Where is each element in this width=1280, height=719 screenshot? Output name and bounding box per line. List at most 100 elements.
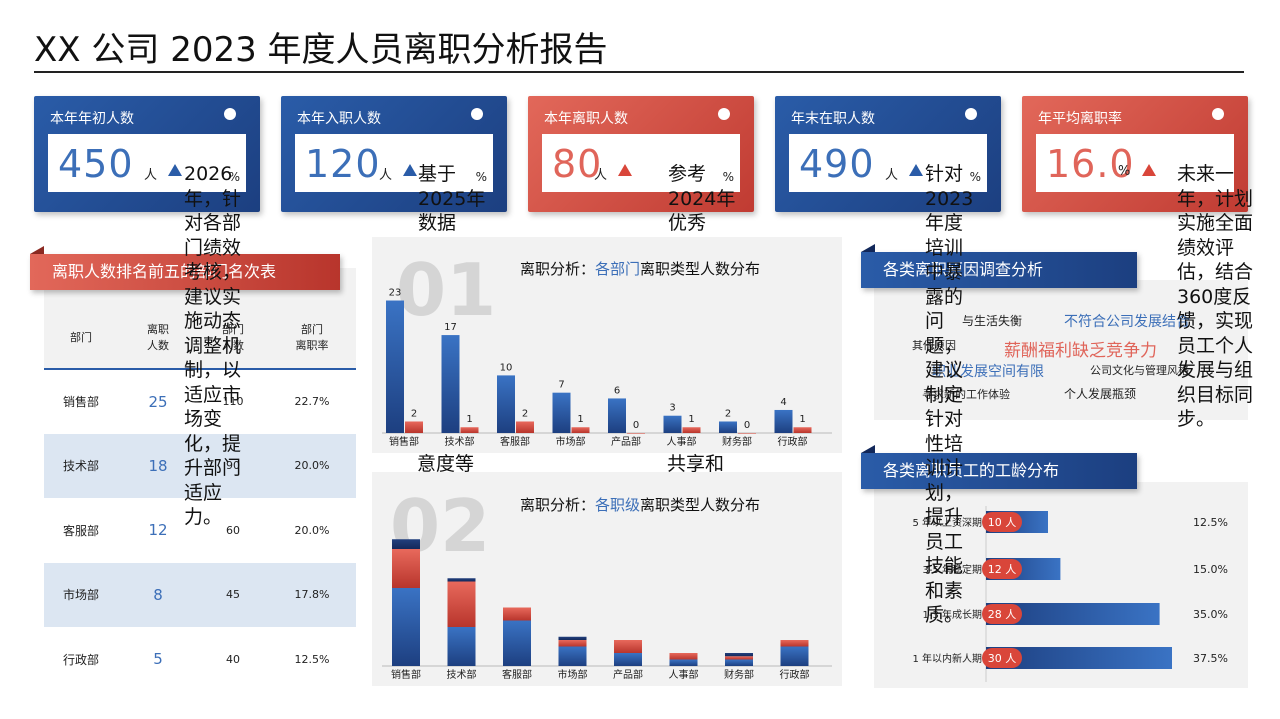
- data-label: 3: [669, 403, 675, 414]
- y-tick-label: 5 年以上资深期: [912, 516, 982, 529]
- reasons-panel: [874, 280, 1248, 420]
- x-tick-label: 技术部: [447, 668, 477, 681]
- table-cell: 12: [118, 498, 198, 563]
- kpi-label: 年末在职人数: [791, 111, 875, 127]
- table-cell: 60: [198, 498, 268, 563]
- kpi-note: 2026年，针对各部门绩效考核，建议实施动态调整机制，以适应市场变化，提升部门适…: [184, 163, 242, 528]
- x-tick-label: 销售部: [389, 435, 419, 448]
- kpi-card: 本年离职人数 80 人%: [528, 96, 754, 212]
- bar-segment: [669, 659, 698, 666]
- kpi-unit: %: [1118, 164, 1131, 179]
- chart1-title: 离职分析：各部门离职类型人数分布: [520, 260, 761, 278]
- x-tick-label: 人事部: [667, 435, 697, 448]
- dot-icon: [718, 108, 730, 120]
- bar: [386, 300, 404, 433]
- x-tick-label: 产品部: [613, 668, 643, 681]
- data-label: 7: [558, 380, 564, 391]
- data-label: 6: [614, 385, 620, 396]
- x-tick-label: 市场部: [556, 435, 586, 448]
- x-tick-label: 销售部: [391, 668, 421, 681]
- y-tick-label: 1-3 年成长期: [922, 608, 982, 621]
- kpi-card: 年末在职人数 490 人%: [775, 96, 1001, 212]
- reason-word: 公司文化与管理风格: [1090, 364, 1189, 377]
- kpi-value: 490: [799, 142, 875, 186]
- bar-segment: [669, 653, 698, 660]
- data-label: 2: [522, 408, 528, 419]
- bar: [986, 603, 1160, 625]
- data-label: 0: [633, 420, 639, 431]
- data-label: 17: [444, 322, 457, 333]
- up-triangle-icon: [168, 164, 182, 176]
- data-label: 10 人: [988, 516, 1017, 529]
- table-header: 部门 人数: [198, 305, 268, 370]
- chart2-title: 离职分析：各职级离职类型人数分布: [520, 496, 761, 514]
- dot-icon: [1212, 108, 1224, 120]
- kpi-card: 年平均离职率 16.0%: [1022, 96, 1248, 212]
- table-cell: 18: [118, 433, 198, 498]
- bar-segment: [725, 656, 753, 660]
- table-header: 部门: [44, 305, 118, 370]
- kpi-card: 本年年初人数 450 人%: [34, 96, 260, 212]
- table-cell: 17.8%: [268, 562, 356, 627]
- kpi-label: 本年离职人数: [544, 111, 628, 127]
- table-cell: 90: [198, 433, 268, 498]
- bar: [516, 421, 534, 433]
- reason-word: 不符合公司发展结合: [1064, 314, 1190, 330]
- tenure-ribbon: 各类离职员工的工龄分布: [861, 453, 1137, 489]
- chart1-watermark: 01: [396, 248, 497, 332]
- kpi-label: 本年年初人数: [50, 111, 134, 127]
- bar: [441, 335, 460, 433]
- table-cell: 客服部: [44, 498, 118, 563]
- kpi-value: 16.0: [1046, 142, 1135, 186]
- value-pill: [982, 559, 1022, 579]
- data-label: 4: [780, 397, 786, 408]
- kpi-unit: 人: [144, 168, 158, 183]
- table-cell: 110: [198, 369, 268, 434]
- bar-segment: [725, 653, 753, 657]
- kpi-value-box: 120 人%: [295, 134, 493, 192]
- x-tick-label: 财务部: [722, 435, 752, 448]
- table-header: 部门 离职率: [268, 305, 356, 370]
- bar-segment: [558, 636, 587, 640]
- bar-segment: [725, 659, 753, 666]
- table-cell: 45: [198, 562, 268, 627]
- kpi-unit: 人: [885, 168, 899, 183]
- reasons-ribbon: 各类离职原因调查分析: [861, 252, 1137, 288]
- reason-word: 薪酬福利缺乏竞争力: [1004, 341, 1157, 361]
- value-pill: [982, 604, 1022, 624]
- up-triangle-icon: [403, 164, 417, 176]
- bar: [986, 647, 1172, 669]
- kpi-percent: %: [228, 170, 240, 184]
- reason-word: 其他原因: [912, 339, 956, 352]
- kpi-value-box: 80 人%: [542, 134, 740, 192]
- data-label: 0: [744, 420, 750, 431]
- table-row: 技术部 18 90 20.0%: [44, 433, 356, 498]
- bar: [627, 433, 645, 434]
- ribbon-fold: [861, 244, 875, 252]
- up-triangle-icon: [618, 164, 632, 176]
- bar-segment: [392, 539, 420, 549]
- kpi-value: 80: [552, 142, 603, 186]
- floating-note: 共享和: [667, 453, 725, 475]
- kpi-percent: %: [969, 170, 981, 184]
- kpi-label: 本年入职人数: [297, 111, 381, 127]
- ranking-table: 部门 离职 人数 部门 人数 部门 离职率 销售部 25 110 22.7% 技术部 18 90 2…: [44, 305, 356, 692]
- up-triangle-icon: [1142, 164, 1156, 176]
- bar: [460, 427, 479, 433]
- table-row: 行政部 5 40 12.5%: [44, 627, 356, 692]
- tenure-plot: 5 年以上资深期 10 人 12.5% 3-5 年稳定期 12 人 15.0% 1-3 年成…: [912, 506, 1228, 682]
- data-label: 2: [411, 408, 417, 419]
- bar-segment: [614, 640, 642, 653]
- reason-word: 与生活失衡: [962, 314, 1023, 328]
- bar: [571, 427, 590, 433]
- data-label: 23: [389, 288, 402, 299]
- y-tick-label: 3-5 年稳定期: [922, 563, 982, 576]
- table-cell: 行政部: [44, 627, 118, 692]
- dot-icon: [224, 108, 236, 120]
- bar: [719, 421, 737, 433]
- kpi-value-box: 450 人%: [48, 134, 246, 192]
- table-header: 离职 人数: [118, 305, 198, 370]
- x-tick-label: 技术部: [445, 435, 475, 448]
- dot-icon: [965, 108, 977, 120]
- x-tick-label: 人事部: [669, 668, 699, 681]
